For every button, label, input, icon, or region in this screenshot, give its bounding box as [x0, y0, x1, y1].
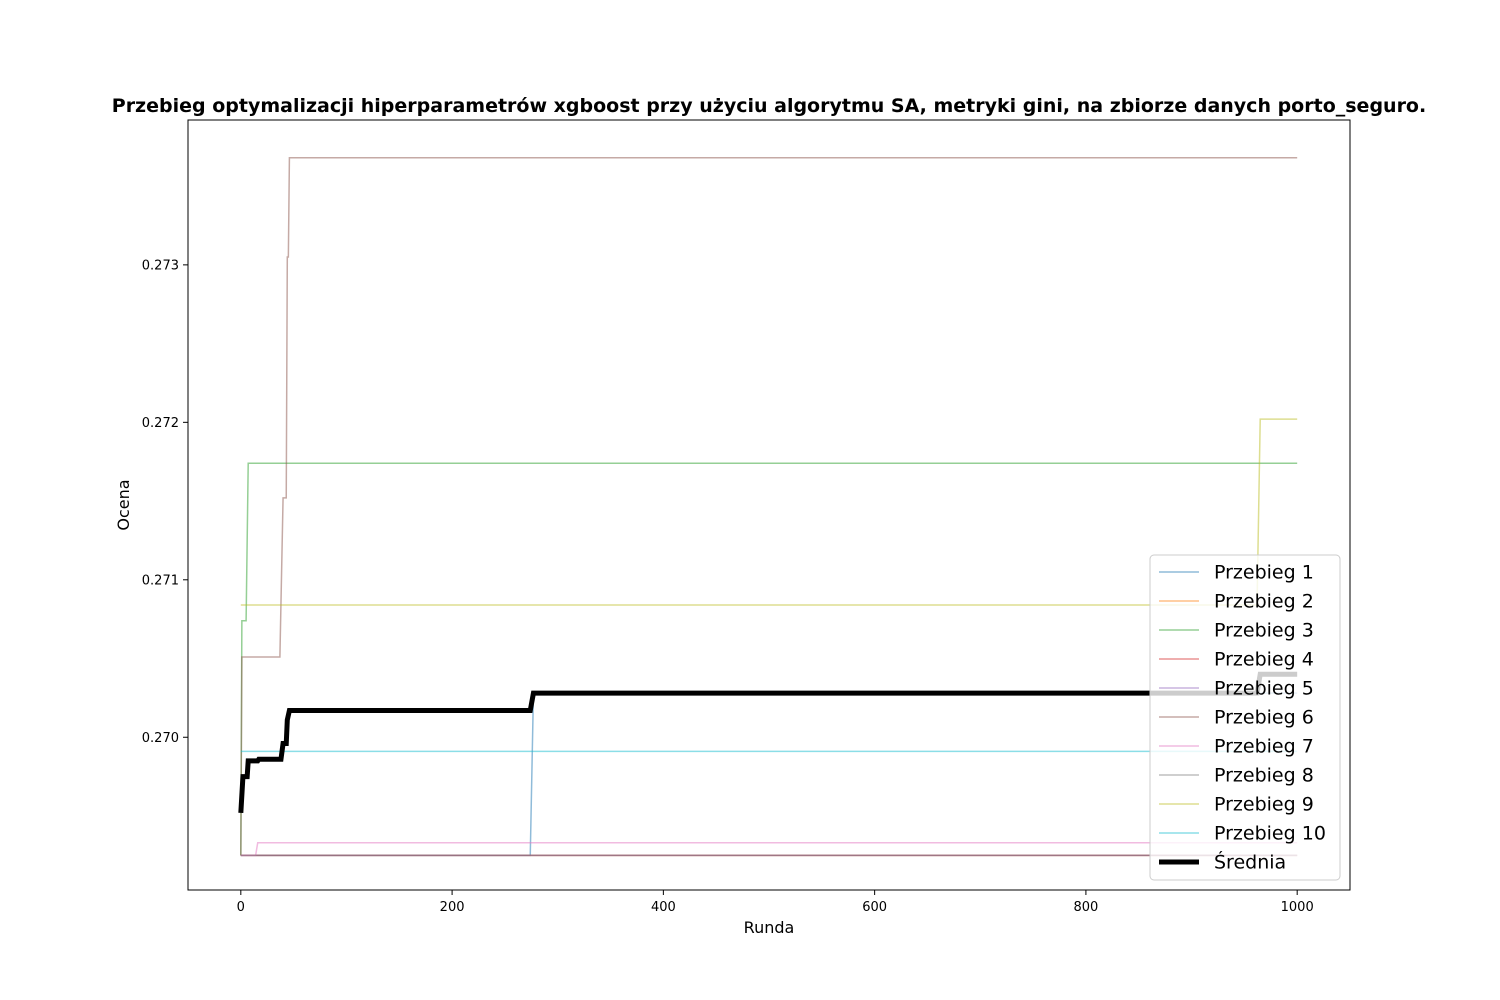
legend-entry-1: Przebieg 1: [1214, 562, 1314, 584]
legend-entry-6: Przebieg 6: [1214, 707, 1314, 729]
x-tick-label: 800: [1073, 900, 1098, 915]
series-line-6: [240, 157, 1298, 856]
legend-entry-11: Średnia: [1214, 850, 1286, 874]
x-axis: 0 200 400 600 800 1000: [237, 890, 1314, 915]
y-axis: 0.270 0.271 0.272 0.273: [142, 258, 188, 746]
legend-entry-5: Przebieg 5: [1214, 678, 1314, 700]
legend-entry-4: Przebieg 4: [1214, 649, 1314, 671]
legend-entry-7: Przebieg 7: [1214, 736, 1314, 758]
legend: Przebieg 1 Przebieg 2 Przebieg 3 Przebieg 4…: [1149, 554, 1341, 881]
y-tick-label: 0.270: [142, 731, 179, 746]
legend-entry-8: Przebieg 8: [1214, 765, 1314, 787]
x-tick-label: 200: [440, 900, 465, 915]
plot-area: [187, 119, 1351, 891]
x-tick-label: 1000: [1281, 900, 1314, 915]
x-tick-label: 400: [651, 900, 676, 915]
y-tick-label: 0.272: [142, 416, 179, 431]
series-line-11: [238, 671, 1298, 813]
y-tick-label: 0.271: [142, 573, 179, 588]
plot-frame: [187, 119, 1351, 891]
legend-entry-9: Przebieg 9: [1214, 794, 1314, 816]
legend-entry-3: Przebieg 3: [1214, 620, 1314, 642]
y-tick-label: 0.273: [142, 258, 179, 273]
chart-title: Przebieg optymalizacji hiperparametrów x…: [112, 95, 1426, 117]
y-axis-label: Ocena: [114, 479, 133, 530]
series-line-9: [240, 418, 1298, 606]
series-layer: [238, 157, 1298, 857]
x-tick-label: 0: [237, 900, 245, 915]
legend-entry-2: Przebieg 2: [1214, 591, 1314, 613]
x-axis-label: Runda: [744, 918, 795, 937]
legend-entry-10: Przebieg 10: [1214, 823, 1326, 845]
legend-box: [1149, 554, 1341, 881]
x-tick-label: 600: [862, 900, 887, 915]
